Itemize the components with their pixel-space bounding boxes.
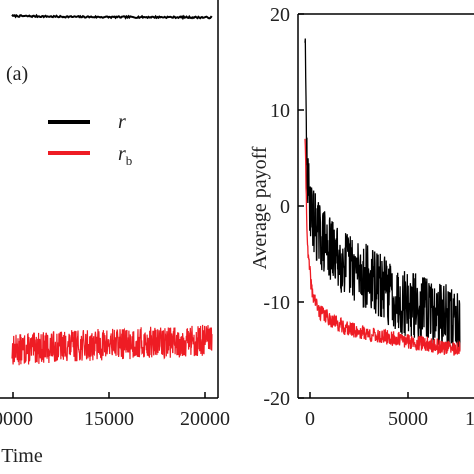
panel-a-series-r — [11, 13, 213, 21]
panel-b-y-tick-label: -10 — [263, 292, 290, 314]
panel-b-x-tick-label: 1 — [465, 408, 474, 430]
panel-b-x-tick-label: 5000 — [388, 408, 428, 430]
legend-label-rb: rb — [118, 143, 132, 168]
panel-b-x-tick-label: 0 — [305, 408, 315, 430]
panel-a-x-tick-label: 0000 — [0, 408, 33, 430]
panel-b-y-tick-label: 20 — [270, 4, 290, 26]
panel-b: 20 10 0 -10 -20 0 5000 1 Average payoff — [249, 4, 474, 430]
panel-a-x-tick-label: 20000 — [180, 408, 230, 430]
panel-b-series-rb — [304, 138, 461, 356]
panel-a-x-tick-label: 15000 — [84, 408, 134, 430]
panel-label: (a) — [6, 63, 28, 85]
legend-label-rb-main: r — [118, 143, 126, 165]
legend-label-r: r — [118, 111, 126, 133]
panel-b-y-tick-label: 10 — [270, 100, 290, 122]
panel-b-series-r — [304, 38, 461, 351]
panel-a: 0000 15000 20000 Time (a) r rb — [0, 0, 230, 467]
panel-a-series-rb — [11, 324, 213, 366]
panel-b-y-axis-title: Average payoff — [249, 146, 271, 269]
panel-b-y-tick-label: 0 — [280, 196, 290, 218]
panel-b-y-tick-label: -20 — [263, 388, 290, 410]
legend-label-rb-subscript: b — [126, 153, 133, 168]
panel-a-x-axis-title: Time — [1, 445, 43, 467]
